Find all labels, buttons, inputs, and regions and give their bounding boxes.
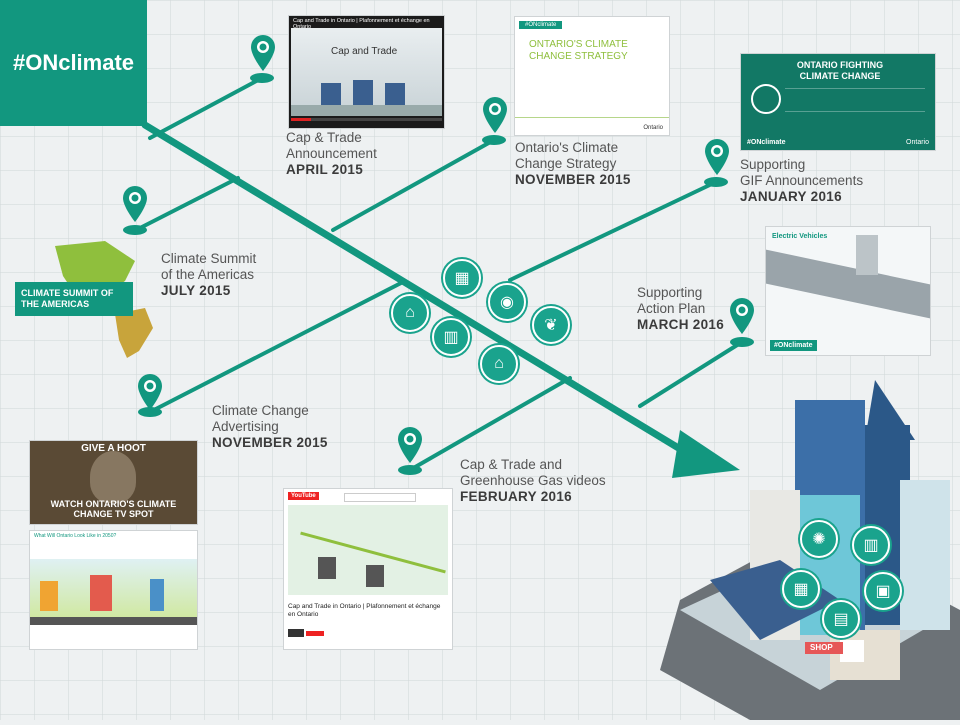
location-pin-icon [398, 427, 422, 463]
location-pin-icon [138, 374, 162, 410]
milestone-videos: Cap & Trade and Greenhouse Gas videos FE… [460, 457, 606, 504]
city-illustration: SHOP ✺ ▥ ▦ ▣ ▤ [640, 380, 960, 720]
youtube-video-thumbnail[interactable]: YouTube Cap and Trade in Ontario | Plafo… [283, 488, 453, 650]
milestone-climate-summit: Climate Summit of the Americas JULY 2015 [161, 251, 257, 298]
americas-map-graphic: CLIMATE SUMMIT OF THE AMERICAS [15, 236, 165, 361]
milestone-cap-trade-announcement: Cap & Trade Announcement APRIL 2015 [286, 130, 377, 177]
store-icon: ⌂ [391, 294, 429, 332]
house-icon: ⌂ [480, 345, 518, 383]
hashtag-text: #ONclimate [12, 50, 135, 75]
milestone-climate-change-strategy: Ontario's Climate Change Strategy NOVEMB… [515, 140, 631, 187]
milestone-advertising: Climate Change Advertising NOVEMBER 2015 [212, 403, 328, 450]
bus-icon: ▤ [822, 600, 860, 638]
milestone-gif-announcements: Supporting GIF Announcements JANUARY 201… [740, 157, 864, 204]
video-thumbnail-cap-trade[interactable]: Cap and Trade in Ontario | Plafonnement … [288, 15, 445, 129]
action-plan-thumbnail[interactable]: Electric Vehicles #ONclimate [765, 226, 931, 356]
milestone-action-plan: Supporting Action Plan MARCH 2016 [637, 285, 725, 332]
leaf-icon: ❦ [532, 306, 570, 344]
location-pin-icon [730, 298, 754, 334]
location-pin-icon [251, 35, 275, 71]
infographic-thumbnail[interactable]: What Will Ontario Look Like in 2050? [29, 530, 198, 650]
tv-spot-thumbnail[interactable]: GIVE A HOOT WATCH ONTARIO'S CLIMATE CHAN… [29, 440, 198, 525]
gif-announcement-thumbnail[interactable]: ONTARIO FIGHTING CLIMATE CHANGE #ONclima… [740, 53, 936, 151]
onclimate-hashtag-banner: #ONclimate [0, 0, 147, 126]
factory-icon: ▥ [852, 526, 890, 564]
location-pin-icon [123, 186, 147, 222]
location-pin-icon [705, 139, 729, 175]
lightbulb-icon: ✺ [800, 520, 838, 558]
car-icon [751, 84, 781, 114]
building-icon: ▦ [782, 570, 820, 608]
location-pin-icon [483, 97, 507, 133]
car-icon: ◉ [488, 283, 526, 321]
strategy-document-thumbnail[interactable]: #ONclimate ONTARIO'S CLIMATE CHANGE STRA… [514, 16, 670, 136]
building-icon: ▦ [443, 259, 481, 297]
factory-icon: ▥ [432, 318, 470, 356]
trash-bin-icon: ▣ [864, 572, 902, 610]
